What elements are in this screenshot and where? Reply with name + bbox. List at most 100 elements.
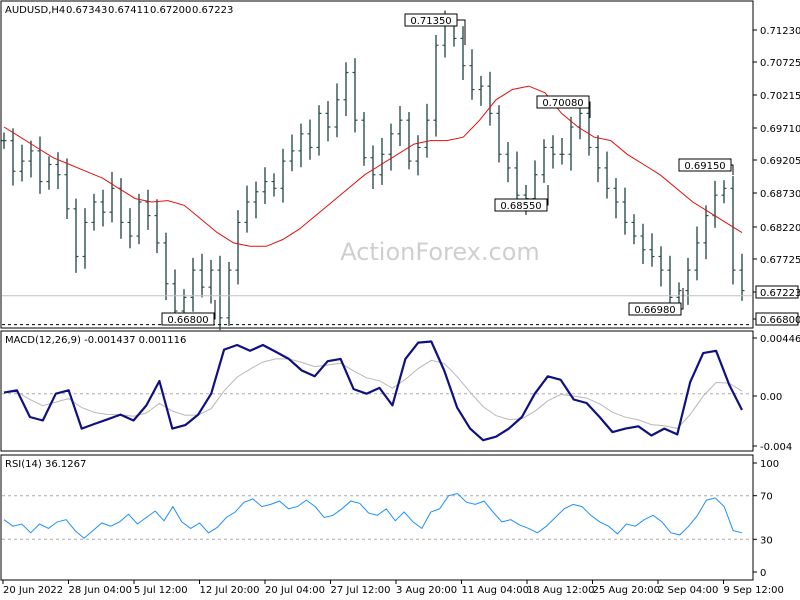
- time-tick-label: 28 Jun 04:00: [69, 585, 133, 596]
- time-tick-label: 12 Jul 20:00: [200, 585, 260, 596]
- price-bar: [586, 105, 592, 156]
- price-bar: [388, 123, 394, 171]
- price-bar: [307, 119, 313, 160]
- price-bar: [514, 151, 520, 206]
- price-panel-frame: [0, 0, 754, 329]
- price-tick-label: 0.69205: [760, 156, 800, 167]
- price-tick-label: 0.71230: [760, 26, 800, 37]
- price-bar: [595, 135, 601, 183]
- price-bar: [127, 208, 133, 249]
- price-bar: [361, 112, 367, 166]
- price-bar: [541, 139, 547, 183]
- price-bar: [91, 193, 97, 231]
- moving-average-line: [3, 85, 743, 247]
- price-bar: [334, 83, 340, 138]
- price-tick-label: 0.69710: [760, 124, 800, 135]
- price-bar: [460, 26, 466, 81]
- price-bar: [415, 135, 421, 176]
- price-bar: [73, 198, 79, 273]
- rsi-series: [2, 492, 752, 540]
- price-bar: [235, 210, 241, 285]
- price-bar: [631, 214, 637, 245]
- time-tick-label: 20 Jul 04:00: [265, 585, 325, 596]
- price-bar: [154, 199, 160, 254]
- price-tick-label: 0.70725: [760, 58, 800, 69]
- price-bar: [604, 151, 610, 199]
- price-bar: [55, 152, 61, 190]
- price-bar: [199, 253, 205, 298]
- price-annotation: 0.66980: [628, 288, 684, 316]
- time-tick-label: 9 Sep 12:00: [724, 585, 784, 596]
- price-bar: [685, 257, 691, 305]
- time-tick-label: 25 Aug 20:00: [593, 585, 660, 596]
- price-bar: [676, 282, 682, 306]
- price-bar: [505, 142, 511, 183]
- price-bar: [658, 246, 664, 287]
- rsi-label: RSI(14) 36.1267: [5, 459, 86, 470]
- rsi-line: [3, 492, 743, 539]
- price-bar: [253, 181, 259, 219]
- price-bar: [487, 71, 493, 126]
- price-annotation: 0.66800: [161, 300, 216, 326]
- macd-signal-line: [3, 358, 743, 429]
- price-bar: [46, 156, 52, 190]
- price-bar: [1, 132, 7, 149]
- price-bar: [163, 232, 169, 301]
- rsi-tick-label: 70: [760, 492, 773, 503]
- price-tick-box: [755, 285, 799, 299]
- price-annotation: 0.70080: [536, 95, 591, 118]
- time-tick-label: 11 Aug 04:00: [462, 585, 529, 596]
- annotation-label: 0.66800: [167, 315, 208, 326]
- price-bar: [640, 223, 646, 264]
- rsi-panel-frame: [0, 454, 754, 581]
- price-tick-label: 0.70215: [760, 91, 800, 102]
- time-tick-label: 5 Jul 12:00: [134, 585, 188, 596]
- price-annotations: 0.71350 0.66800 0.70080 0.68550 0.69150 0.669…: [161, 13, 734, 326]
- price-bar: [226, 261, 232, 326]
- price-bar: [370, 145, 376, 190]
- ohlc-open: 0.67343: [66, 5, 107, 16]
- price-bar: [37, 136, 43, 194]
- price-bar: [694, 226, 700, 281]
- macd-main-line: [3, 340, 743, 442]
- ohlc-close: 0.67223: [192, 5, 233, 16]
- price-tick-label: 0.66800: [760, 315, 800, 326]
- annotation-label: 0.69150: [684, 161, 725, 172]
- macd-tick-label: -0.004: [760, 442, 792, 453]
- price-bar: [316, 105, 322, 156]
- price-bar: [613, 178, 619, 219]
- price-bar: [145, 189, 151, 230]
- time-tick-label: 18 Aug 12:00: [527, 585, 594, 596]
- price-bar: [190, 257, 196, 312]
- price-bar: [100, 189, 106, 227]
- ohlc-high: 0.67411: [108, 5, 149, 16]
- price-bar: [496, 105, 502, 163]
- price-bar: [433, 35, 439, 137]
- price-bar: [10, 128, 16, 186]
- price-bar: [136, 193, 142, 245]
- annotation-label: 0.68550: [500, 201, 541, 212]
- price-bar: [397, 105, 403, 147]
- price-tick-label: 0.67223: [760, 288, 800, 299]
- price-bar: [352, 58, 358, 133]
- price-bar: [424, 103, 430, 158]
- annotation-label: 0.66980: [634, 305, 675, 316]
- price-bar: [730, 176, 736, 285]
- price-bar: [568, 116, 574, 171]
- price-bar: [406, 112, 412, 170]
- price-tick-label: 0.68730: [760, 189, 800, 200]
- price-bar: [280, 148, 286, 203]
- time-tick-label: 27 Jul 12:00: [331, 585, 391, 596]
- time-tick-label: 3 Aug 20:00: [396, 585, 457, 596]
- time-tick-label: 2 Sep 04:00: [658, 585, 718, 596]
- price-bar: [262, 167, 268, 205]
- price-bar: [64, 158, 70, 220]
- price-bar: [649, 233, 655, 267]
- price-tick-label: 0.68220: [760, 223, 800, 234]
- price-bar: [271, 173, 277, 197]
- macd-tick-label: 0.004469: [760, 334, 800, 345]
- rsi-tick-label: 100: [760, 459, 779, 470]
- price-bar: [28, 140, 34, 178]
- price-tick-box: [755, 312, 799, 326]
